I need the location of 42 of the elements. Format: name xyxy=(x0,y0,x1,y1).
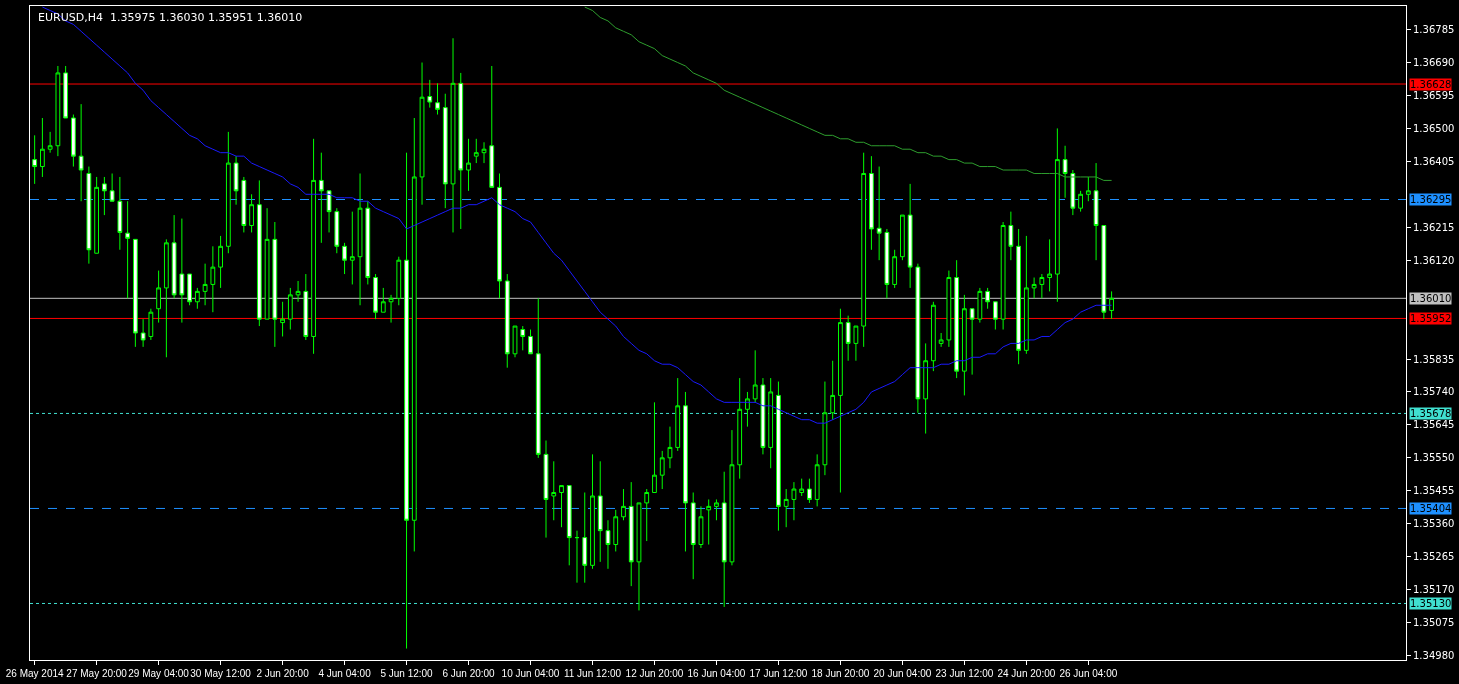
y-tick-label: 1.35740 xyxy=(1413,386,1455,398)
x-tick-label: 4 Jun 04:00 xyxy=(318,668,372,679)
y-tick-label: 1.35265 xyxy=(1413,551,1455,563)
x-tick-label: 16 Jun 04:00 xyxy=(687,668,746,679)
y-tick-label: 1.35645 xyxy=(1413,419,1455,431)
x-tick-label: 20 Jun 04:00 xyxy=(873,668,932,679)
y-tick-label: 1.36405 xyxy=(1413,155,1455,167)
x-tick-label: 2 Jun 20:00 xyxy=(256,668,310,679)
x-tick-label: 26 Jun 04:00 xyxy=(1059,668,1118,679)
y-tick-label: 1.35550 xyxy=(1413,452,1455,464)
y-tick-label: 1.35075 xyxy=(1413,617,1455,629)
ref-line-label: 1.36010 xyxy=(1410,293,1452,304)
y-tick-label: 1.34980 xyxy=(1413,649,1455,661)
x-tick-label: 30 May 12:00 xyxy=(190,668,252,679)
x-tick-label: 5 Jun 12:00 xyxy=(380,668,434,679)
x-tick-label: 6 Jun 20:00 xyxy=(442,668,496,679)
y-tick-label: 1.36215 xyxy=(1413,221,1455,233)
x-tick-label: 26 May 2014 xyxy=(5,668,64,679)
ref-line-label: 1.35952 xyxy=(1410,313,1452,324)
x-tick-label: 18 Jun 20:00 xyxy=(811,668,870,679)
ref-line-label: 1.35678 xyxy=(1410,408,1452,419)
y-tick-label: 1.36120 xyxy=(1413,254,1455,266)
x-tick-label: 10 Jun 04:00 xyxy=(501,668,560,679)
y-tick-label: 1.36690 xyxy=(1413,57,1455,69)
ref-line-label: 1.35404 xyxy=(1410,503,1452,514)
x-tick-label: 11 Jun 12:00 xyxy=(563,668,622,679)
ref-line-label: 1.36628 xyxy=(1410,79,1452,90)
x-tick-label: 24 Jun 20:00 xyxy=(997,668,1056,679)
y-tick-label: 1.35455 xyxy=(1413,485,1455,497)
x-tick-label: 29 May 04:00 xyxy=(128,668,190,679)
y-tick-label: 1.36785 xyxy=(1413,24,1455,36)
y-tick-label: 1.35170 xyxy=(1413,584,1455,596)
x-tick-label: 23 Jun 12:00 xyxy=(935,668,994,679)
y-tick-label: 1.35835 xyxy=(1413,353,1455,365)
y-tick-label: 1.36595 xyxy=(1413,89,1455,101)
ref-line-label: 1.35130 xyxy=(1410,598,1452,609)
y-tick-label: 1.36500 xyxy=(1413,122,1455,134)
x-tick-label: 17 Jun 12:00 xyxy=(749,668,808,679)
ref-line-label: 1.36295 xyxy=(1410,194,1452,205)
y-tick-label: 1.35360 xyxy=(1413,518,1455,530)
x-tick-label: 12 Jun 20:00 xyxy=(625,668,684,679)
x-tick-label: 27 May 20:00 xyxy=(66,668,128,679)
